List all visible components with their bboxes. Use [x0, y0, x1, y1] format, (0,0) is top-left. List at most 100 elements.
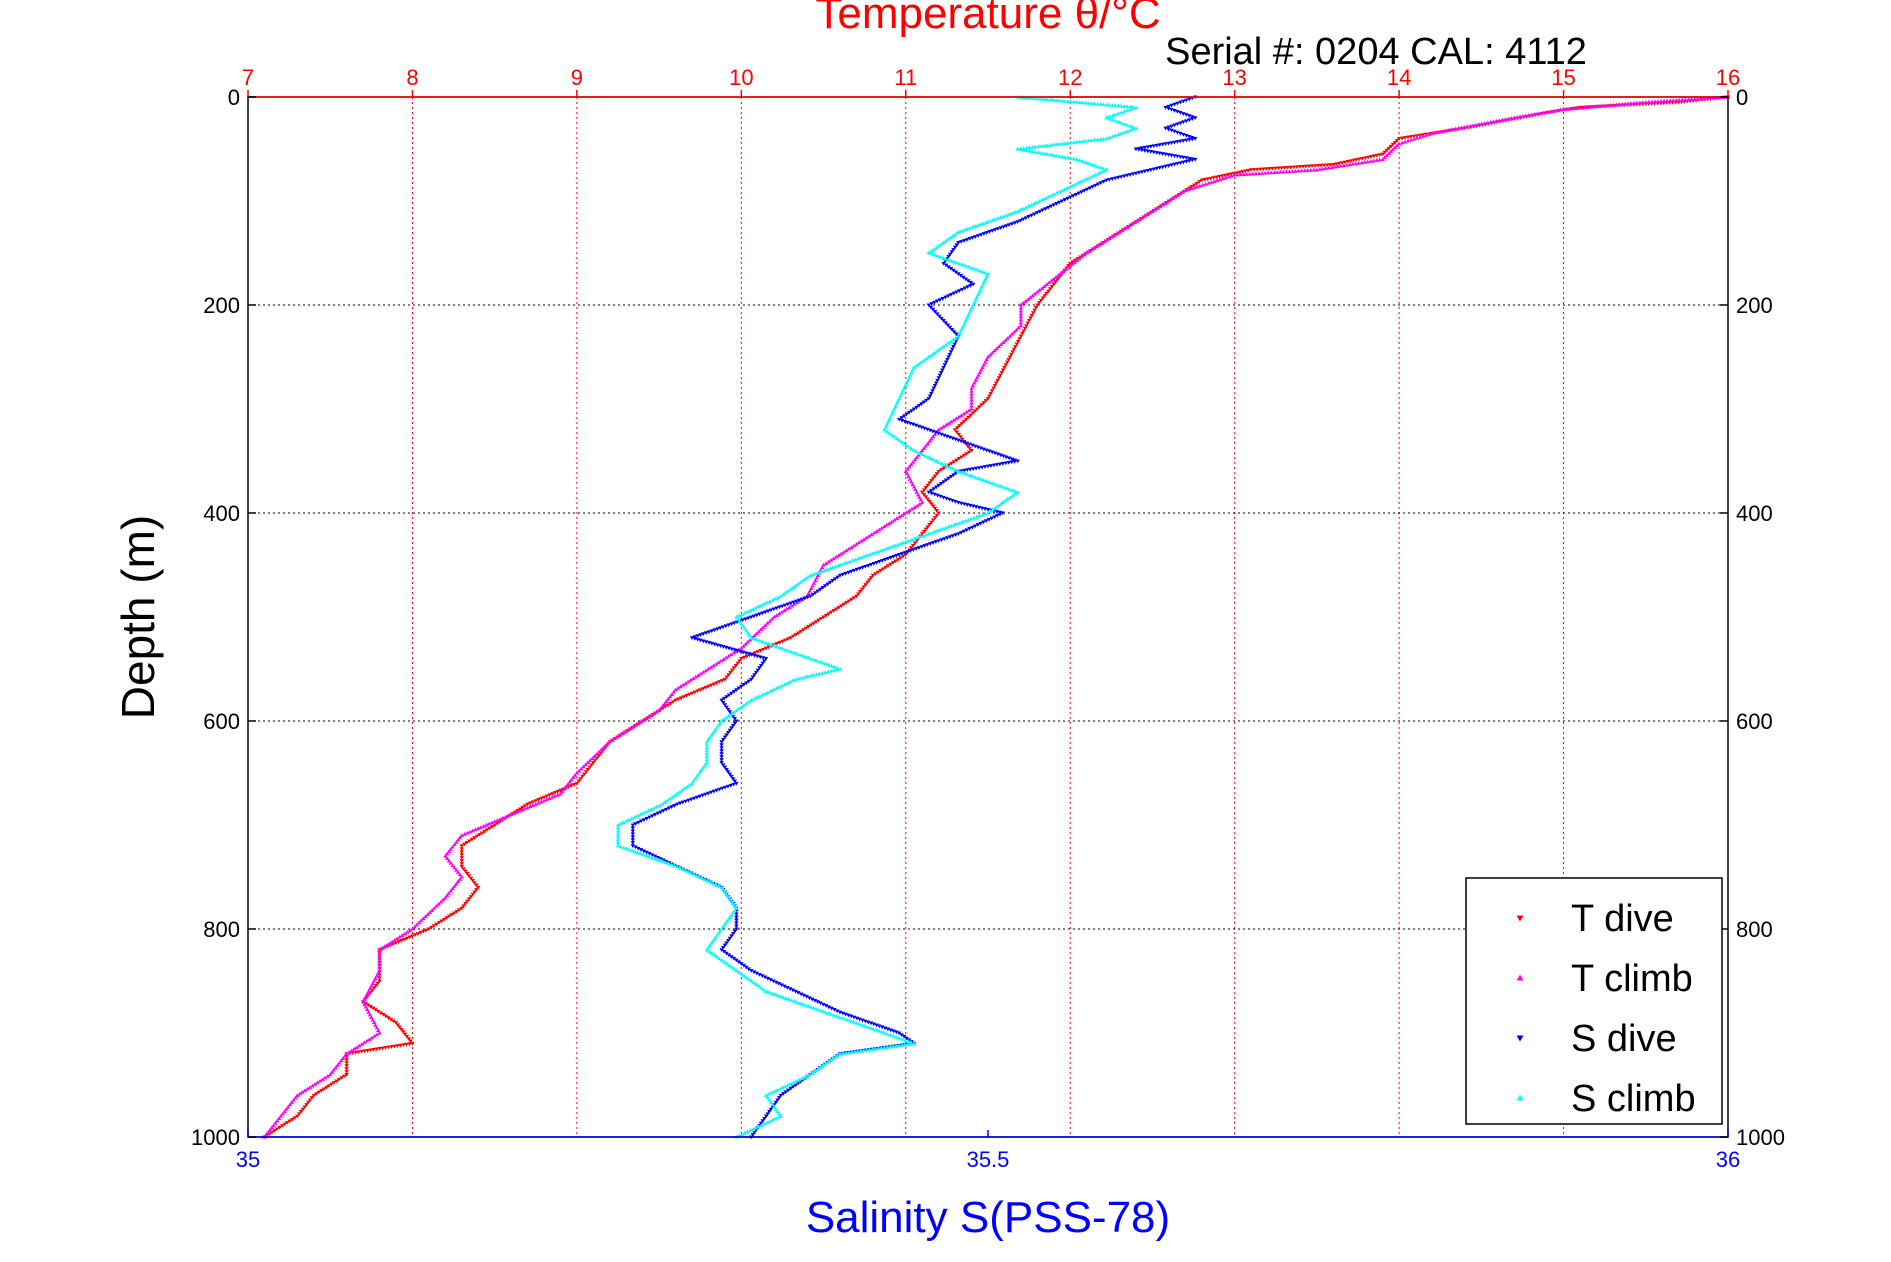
- point-s-climb: [1121, 130, 1127, 134]
- point-t-dive: [580, 774, 585, 779]
- point-t-dive: [404, 1034, 410, 1039]
- point-s-dive: [796, 598, 802, 603]
- point-t-dive: [1032, 308, 1037, 313]
- point-s-climb: [1036, 96, 1041, 101]
- point-s-climb: [911, 448, 917, 453]
- point-t-climb: [1514, 115, 1520, 119]
- point-s-climb: [796, 676, 801, 681]
- point-s-climb: [1053, 98, 1059, 102]
- point-s-dive: [1181, 132, 1186, 137]
- point-t-dive: [449, 913, 454, 917]
- point-s-climb: [974, 295, 980, 299]
- point-s-climb: [974, 514, 979, 519]
- point-s-climb: [987, 219, 992, 223]
- point-s-climb: [815, 1067, 820, 1071]
- point-t-dive: [722, 677, 728, 682]
- point-s-climb: [739, 612, 745, 616]
- point-s-climb: [1074, 100, 1079, 104]
- point-t-climb: [1359, 160, 1364, 165]
- point-t-dive: [517, 807, 523, 812]
- point-t-climb: [726, 654, 731, 658]
- point-t-climb: [911, 484, 917, 489]
- point-t-climb: [539, 799, 544, 804]
- point-s-climb: [825, 1010, 831, 1015]
- point-t-climb: [1570, 106, 1575, 111]
- point-s-climb: [680, 867, 685, 871]
- point-s-climb: [995, 503, 1001, 508]
- point-s-climb: [1098, 137, 1103, 141]
- point-t-climb: [1175, 193, 1180, 197]
- point-s-climb: [882, 1045, 887, 1050]
- point-t-climb: [450, 863, 455, 867]
- point-s-climb: [765, 690, 771, 694]
- point-t-climb: [1344, 162, 1349, 167]
- point-s-climb: [761, 601, 767, 606]
- point-t-dive: [898, 556, 903, 560]
- point-t-climb: [1503, 117, 1508, 122]
- point-s-dive: [715, 627, 720, 632]
- point-s-climb: [742, 1130, 747, 1135]
- point-t-dive: [687, 692, 692, 697]
- point-t-climb: [1625, 101, 1631, 106]
- point-s-climb: [770, 1102, 775, 1107]
- point-t-dive: [290, 1117, 295, 1122]
- point-t-climb: [904, 510, 910, 514]
- point-s-climb: [967, 310, 972, 315]
- point-s-dive: [732, 717, 737, 721]
- point-t-dive: [393, 1021, 399, 1025]
- point-t-climb: [794, 600, 800, 605]
- point-t-climb: [397, 934, 402, 939]
- point-t-climb: [320, 1077, 325, 1081]
- point-t-climb: [696, 673, 701, 677]
- point-t-climb: [1517, 114, 1523, 119]
- point-t-climb: [1075, 258, 1080, 262]
- point-s-climb: [888, 414, 893, 419]
- point-s-climb: [858, 1048, 863, 1053]
- point-t-dive: [459, 847, 464, 851]
- point-s-climb: [734, 614, 739, 619]
- point-t-dive: [996, 376, 1002, 380]
- point-t-dive: [552, 791, 558, 795]
- point-t-dive: [912, 541, 918, 546]
- point-s-dive: [740, 618, 745, 623]
- point-s-dive: [995, 452, 1001, 457]
- point-t-dive: [574, 781, 580, 786]
- point-s-dive: [1006, 456, 1012, 461]
- point-t-dive: [700, 687, 706, 691]
- point-t-climb: [1432, 130, 1438, 135]
- point-t-climb: [1135, 218, 1140, 223]
- point-s-dive: [946, 294, 951, 299]
- point-t-dive: [826, 612, 831, 616]
- point-t-climb: [1637, 100, 1643, 105]
- point-t-dive: [515, 809, 520, 813]
- point-s-climb: [1077, 139, 1082, 144]
- point-s-dive: [689, 797, 694, 802]
- point-s-dive: [753, 1128, 759, 1133]
- point-s-dive: [754, 971, 759, 976]
- point-s-dive: [835, 575, 840, 580]
- point-s-dive: [638, 819, 644, 824]
- point-s-dive: [975, 445, 981, 450]
- point-s-climb: [621, 845, 626, 850]
- point-s-climb: [1093, 172, 1098, 177]
- point-s-climb: [1012, 210, 1017, 214]
- point-s-climb: [938, 242, 944, 246]
- point-t-climb: [1089, 247, 1094, 252]
- point-t-climb: [382, 944, 387, 949]
- point-t-dive: [536, 798, 541, 802]
- point-t-dive: [282, 1122, 287, 1127]
- point-t-dive: [1264, 167, 1269, 172]
- point-s-climb: [1086, 101, 1091, 105]
- point-t-dive: [423, 928, 429, 933]
- point-s-climb: [641, 852, 646, 857]
- point-t-climb: [1065, 265, 1071, 270]
- point-t-dive: [695, 689, 700, 694]
- point-s-climb: [832, 1055, 838, 1059]
- point-s-dive: [776, 1096, 782, 1100]
- point-t-dive: [533, 799, 538, 803]
- point-s-climb: [982, 511, 988, 516]
- point-s-climb: [973, 224, 978, 228]
- point-t-climb: [741, 643, 746, 648]
- point-t-dive: [1199, 178, 1204, 183]
- point-t-climb: [297, 1091, 303, 1096]
